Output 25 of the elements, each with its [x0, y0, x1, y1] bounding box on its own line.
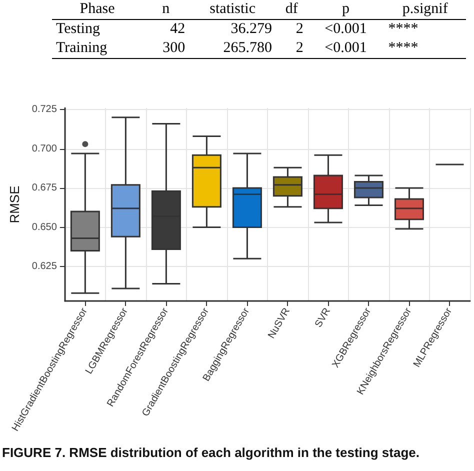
text: n	[142, 0, 190, 20]
y-tick-label: 0.725	[32, 104, 58, 116]
text: statistic	[189, 0, 276, 20]
text: 300	[142, 39, 190, 58]
text: ****	[387, 20, 420, 39]
text: 2	[294, 20, 304, 39]
text: Phase	[52, 0, 142, 20]
text: Testing	[55, 20, 101, 39]
text: <0.001	[324, 20, 368, 39]
text: p.signif	[384, 0, 466, 20]
text: p	[307, 0, 384, 20]
text: Training	[52, 39, 142, 58]
text: 36.279	[230, 20, 273, 39]
y-tick-label: 0.625	[32, 260, 58, 272]
y-tick-label: 0.675	[32, 182, 58, 194]
text: 265.780	[189, 39, 276, 58]
y-tick-label: 0.650	[32, 222, 58, 233]
text: 42	[169, 20, 186, 39]
y-axis-title: RMSE	[7, 185, 22, 224]
text: <0.001	[307, 39, 384, 58]
y-tick-label: 0.700	[32, 143, 58, 154]
text: 2	[276, 39, 308, 58]
text: ****	[384, 39, 466, 58]
text: df	[276, 0, 308, 20]
caption: FIGURE 7. RMSE distribution of each algorithm in the testing stage.	[2, 445, 420, 460]
